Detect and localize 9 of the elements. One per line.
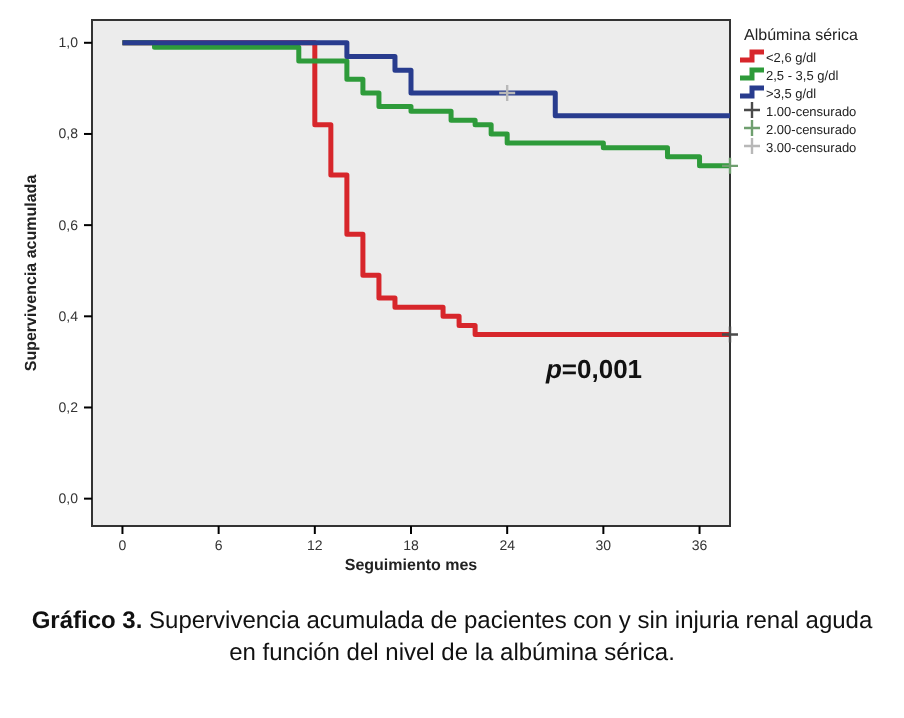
y-axis-title: Supervivencia acumulada	[22, 173, 40, 372]
point	[720, 156, 740, 176]
annotation: p=0,001	[543, 354, 643, 384]
legend-title: Albúmina sérica	[744, 26, 859, 44]
point	[720, 325, 740, 344]
text: Supervivencia acumulada de pacientes con y sin injuria renal aguda en función del nivel de la albúmina sérica.	[149, 606, 873, 666]
point	[497, 83, 517, 103]
text: Gráfico 3.	[31, 606, 143, 634]
x-axis-title: Seguimiento mes	[344, 556, 479, 574]
